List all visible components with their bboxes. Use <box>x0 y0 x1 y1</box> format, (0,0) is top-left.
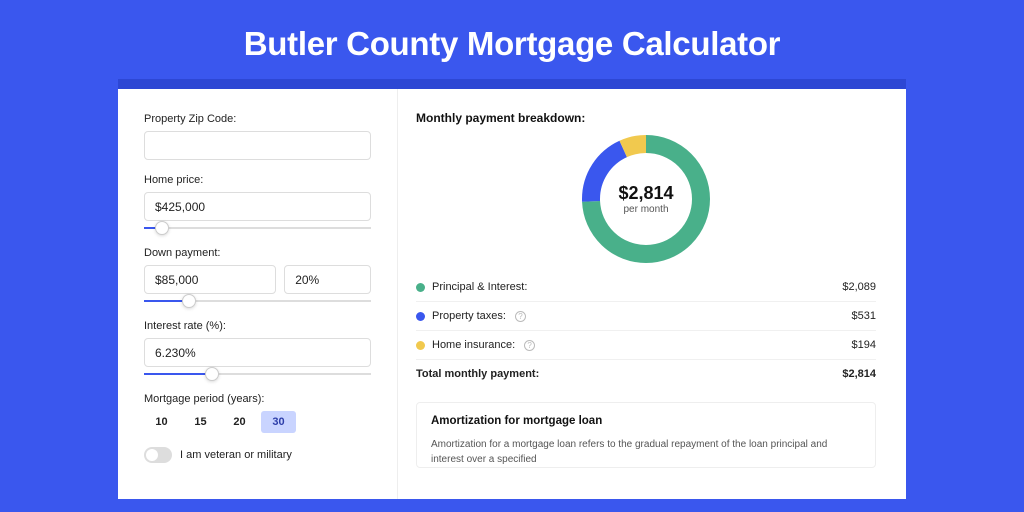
home-price-slider-thumb[interactable] <box>155 221 169 235</box>
home-price-label: Home price: <box>144 174 371 186</box>
legend-dot <box>416 341 425 350</box>
home-price-input[interactable] <box>144 192 371 221</box>
donut-amount: $2,814 <box>618 183 673 204</box>
interest-rate-input[interactable] <box>144 338 371 367</box>
info-icon[interactable]: ? <box>524 340 535 351</box>
interest-rate-group: Interest rate (%): <box>144 320 371 379</box>
page-title: Butler County Mortgage Calculator <box>0 0 1024 79</box>
interest-rate-slider[interactable] <box>144 369 371 379</box>
down-payment-group: Down payment: <box>144 247 371 306</box>
legend-row-home_insurance: Home insurance:? $194 <box>416 331 876 360</box>
down-payment-label: Down payment: <box>144 247 371 259</box>
period-option-10[interactable]: 10 <box>144 411 179 433</box>
interest-rate-label: Interest rate (%): <box>144 320 371 332</box>
zip-label: Property Zip Code: <box>144 113 371 125</box>
period-options: 10152030 <box>144 411 371 433</box>
period-option-20[interactable]: 20 <box>222 411 257 433</box>
total-value: $2,814 <box>842 368 876 380</box>
legend-row-principal_interest: Principal & Interest: $2,089 <box>416 273 876 302</box>
legend-row-property_taxes: Property taxes:? $531 <box>416 302 876 331</box>
down-payment-slider-thumb[interactable] <box>182 294 196 308</box>
donut-chart: $2,814 per month <box>416 135 876 263</box>
down-payment-slider[interactable] <box>144 296 371 306</box>
legend-value: $2,089 <box>842 281 876 293</box>
interest-rate-slider-thumb[interactable] <box>205 367 219 381</box>
amortization-title: Amortization for mortgage loan <box>431 415 861 427</box>
veteran-label: I am veteran or military <box>180 449 292 461</box>
legend-dot <box>416 312 425 321</box>
legend-label: Home insurance: <box>432 339 515 351</box>
veteran-toggle[interactable] <box>144 447 172 463</box>
zip-input[interactable] <box>144 131 371 160</box>
veteran-row: I am veteran or military <box>144 447 371 463</box>
period-label: Mortgage period (years): <box>144 393 371 405</box>
legend-label: Property taxes: <box>432 310 506 322</box>
period-group: Mortgage period (years): 10152030 <box>144 393 371 433</box>
legend-row-total: Total monthly payment: $2,814 <box>416 360 876 388</box>
zip-group: Property Zip Code: <box>144 113 371 160</box>
inputs-panel: Property Zip Code: Home price: Down paym… <box>118 89 398 499</box>
home-price-slider[interactable] <box>144 223 371 233</box>
down-payment-pct-input[interactable] <box>284 265 371 294</box>
breakdown-title: Monthly payment breakdown: <box>416 111 876 125</box>
legend: Principal & Interest: $2,089 Property taxe… <box>416 273 876 388</box>
period-option-30[interactable]: 30 <box>261 411 296 433</box>
donut-sub: per month <box>623 204 668 215</box>
amortization-card: Amortization for mortgage loan Amortizat… <box>416 402 876 468</box>
info-icon[interactable]: ? <box>515 311 526 322</box>
breakdown-panel: Monthly payment breakdown: $2,814 per mo… <box>398 89 906 499</box>
legend-value: $531 <box>852 310 876 322</box>
home-price-group: Home price: <box>144 174 371 233</box>
down-payment-input[interactable] <box>144 265 276 294</box>
period-option-15[interactable]: 15 <box>183 411 218 433</box>
legend-value: $194 <box>852 339 876 351</box>
legend-label: Principal & Interest: <box>432 281 527 293</box>
amortization-text: Amortization for a mortgage loan refers … <box>431 437 861 467</box>
legend-dot <box>416 283 425 292</box>
calculator-card: Property Zip Code: Home price: Down paym… <box>118 79 906 499</box>
total-label: Total monthly payment: <box>416 368 539 380</box>
